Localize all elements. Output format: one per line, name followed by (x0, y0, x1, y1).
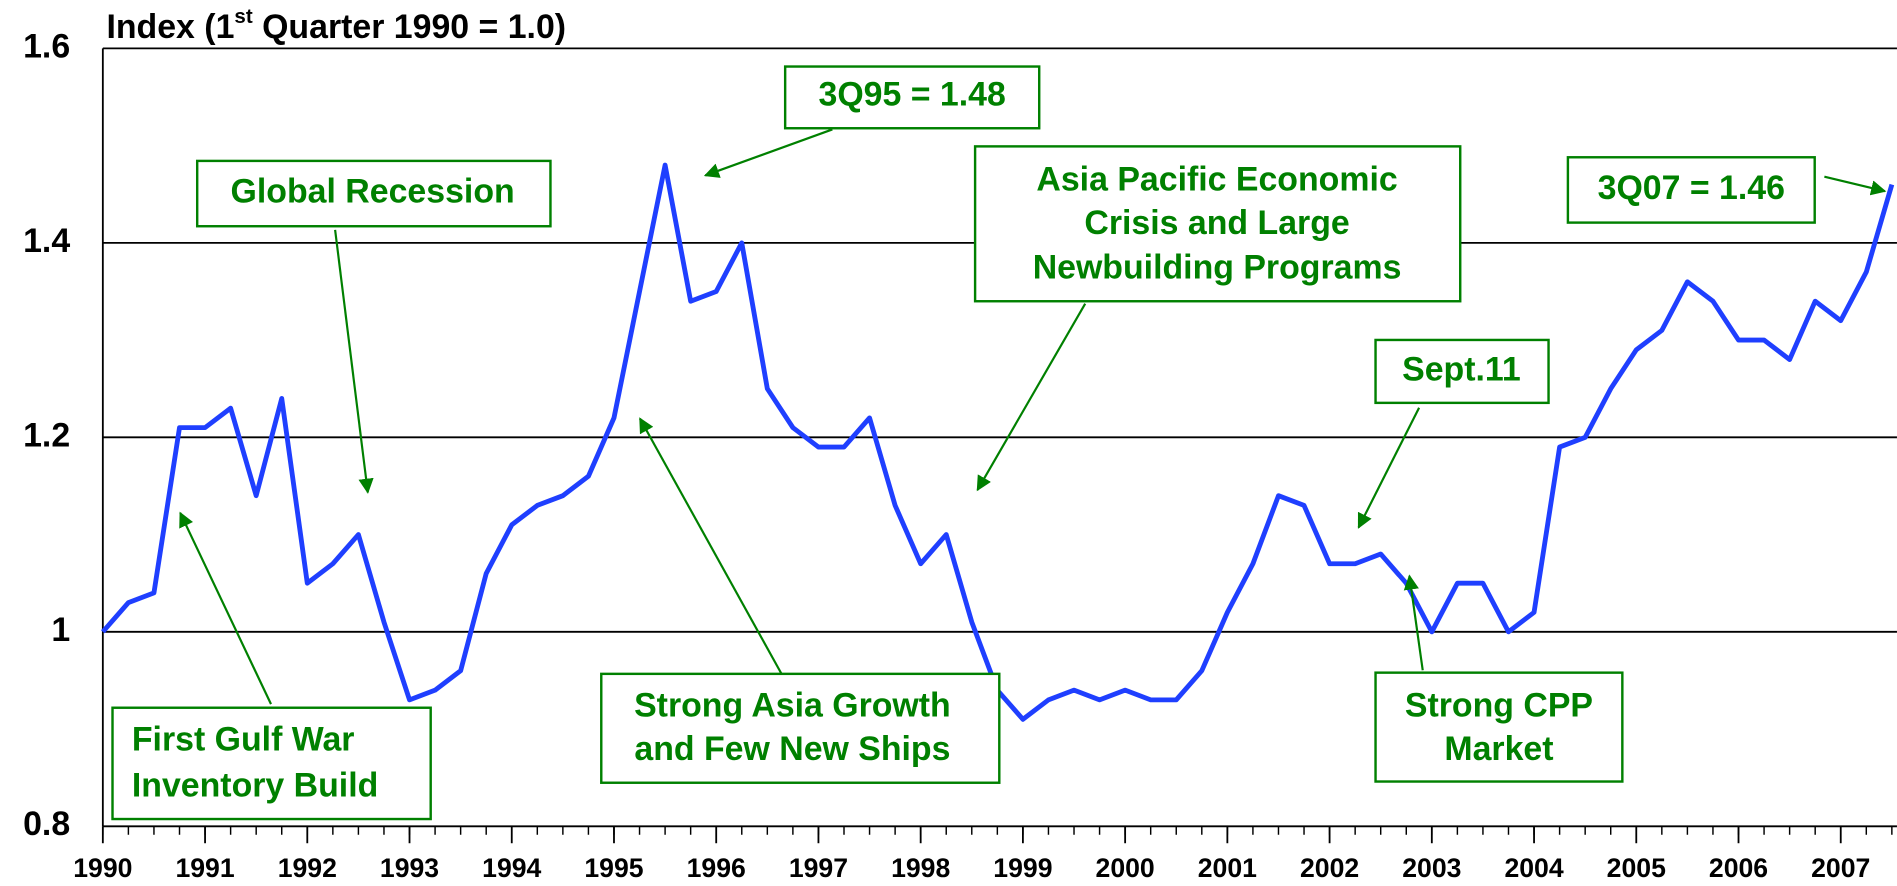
x-tick-label: 2001 (1198, 853, 1257, 881)
annotation-arrow (334, 229, 374, 494)
annotation-box (111, 706, 432, 821)
annotation-box (195, 159, 552, 228)
x-tick-label: 2002 (1300, 853, 1359, 881)
annotation-arrow (639, 417, 783, 675)
annotation-box (1374, 338, 1550, 405)
y-tick-label: 0.8 (23, 805, 70, 843)
x-tick-label: 1993 (380, 853, 439, 881)
annotation-text: Strong CPP (1405, 687, 1593, 725)
annotation-text: Sept.11 (1402, 350, 1521, 388)
x-tick-label: 2004 (1504, 853, 1563, 881)
x-tick-label: 1991 (175, 853, 234, 881)
annotation-text: 3Q95 = 1.48 (819, 76, 1006, 114)
annotation-text: Newbuilding Programs (1033, 249, 1402, 287)
x-tick-label: 2003 (1402, 853, 1461, 881)
annotation-arrow (1824, 175, 1887, 196)
annotation-box (1566, 156, 1816, 224)
annotation-text: Global Recession (231, 173, 515, 211)
y-tick-label: 1.2 (23, 416, 70, 454)
x-tick-label: 1995 (584, 853, 643, 881)
x-tick-label: 1997 (789, 853, 848, 881)
x-tick-label: 1990 (73, 853, 132, 881)
annotation-text: 3Q07 = 1.46 (1598, 169, 1785, 207)
y-tick-label: 1.4 (23, 222, 70, 260)
annotation-text: Market (1444, 730, 1553, 768)
annotation-arrow (179, 511, 272, 705)
annotation-arrow (1357, 407, 1421, 529)
annotation-text: Strong Asia Growth (634, 687, 951, 725)
annotation-box (600, 672, 1001, 784)
y-tick-label: 1.6 (23, 27, 70, 65)
annotation-text: Crisis and Large (1084, 204, 1349, 242)
annotation-box (783, 65, 1041, 130)
x-tick-label: 1999 (993, 853, 1052, 881)
x-tick-label: 1994 (482, 853, 541, 881)
annotation-text: and Few New Ships (634, 730, 950, 768)
annotation-box (973, 145, 1462, 303)
annotation-arrow (1403, 574, 1424, 671)
x-tick-label: 1998 (891, 853, 950, 881)
annotation-text: Asia Pacific Economic (1036, 160, 1397, 198)
annotation-box (1374, 671, 1624, 783)
y-tick-label: 1 (51, 611, 70, 649)
chart-title: Index (1st Quarter 1990 = 1.0) (106, 6, 566, 46)
x-tick-label: 1996 (687, 853, 746, 881)
x-tick-label: 1992 (278, 853, 337, 881)
annotation-arrow (703, 128, 833, 178)
x-tick-label: 2005 (1607, 853, 1666, 881)
x-tick-label: 2007 (1811, 853, 1870, 881)
x-tick-label: 2000 (1096, 853, 1155, 881)
annotation-text: First Gulf War (132, 721, 355, 759)
annotation-text: Inventory Build (132, 767, 378, 805)
x-tick-label: 2006 (1709, 853, 1768, 881)
annotation-arrow (976, 303, 1087, 492)
